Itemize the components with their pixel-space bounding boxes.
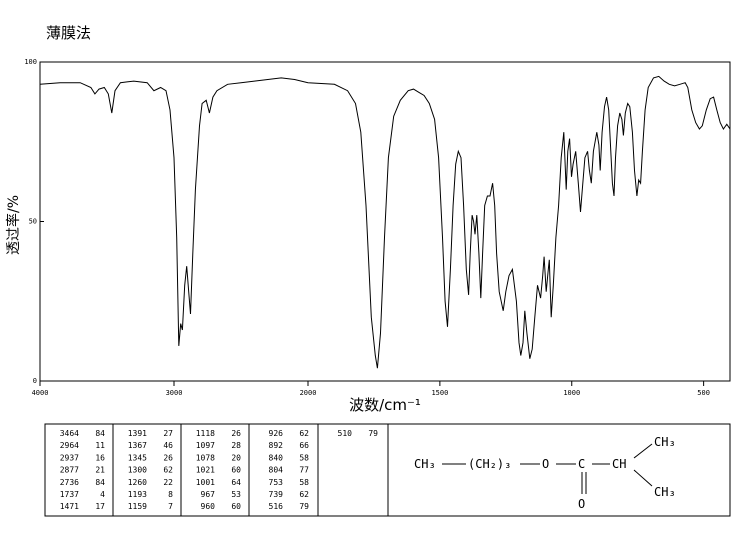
x-axis-label: 波数/cm⁻¹	[349, 396, 421, 414]
y-axis-label: 透过率/%	[5, 195, 22, 255]
peak-transmittance: 62	[299, 429, 309, 438]
structure-label: CH₃	[654, 435, 676, 449]
peak-transmittance: 16	[95, 453, 105, 462]
peak-wavenumber: 3464	[60, 429, 79, 438]
peak-transmittance: 79	[299, 502, 309, 511]
peak-transmittance: 26	[231, 429, 241, 438]
structure-label: CH₃	[414, 457, 436, 471]
peak-transmittance: 46	[163, 441, 173, 450]
peak-transmittance: 27	[163, 429, 173, 438]
peak-transmittance: 66	[299, 441, 309, 450]
peak-transmittance: 58	[299, 478, 309, 487]
peak-wavenumber: 1367	[128, 441, 147, 450]
peak-transmittance: 64	[231, 478, 241, 487]
chart-title: 薄膜法	[46, 24, 91, 42]
table-dividers	[112, 424, 389, 516]
structure-label: C	[578, 457, 585, 471]
peak-wavenumber: 1001	[196, 478, 215, 487]
x-tick-label: 4000	[32, 389, 49, 397]
peak-wavenumber: 1737	[60, 490, 79, 499]
peak-wavenumber: 804	[269, 466, 284, 475]
peak-wavenumber: 510	[338, 429, 353, 438]
peak-wavenumber: 960	[201, 502, 216, 511]
x-tick-label: 500	[697, 389, 710, 397]
x-tick-label: 3000	[166, 389, 183, 397]
peak-transmittance: 62	[163, 466, 173, 475]
peak-wavenumber: 2964	[60, 441, 79, 450]
peak-wavenumber: 892	[269, 441, 284, 450]
x-tick-label: 2000	[300, 389, 317, 397]
structure-label: CH	[612, 457, 626, 471]
peak-transmittance: 17	[95, 502, 105, 511]
peak-wavenumber: 967	[201, 490, 216, 499]
peak-transmittance: 20	[231, 453, 241, 462]
peak-wavenumber: 1345	[128, 453, 147, 462]
peak-wavenumber: 1193	[128, 490, 147, 499]
peak-transmittance: 21	[95, 466, 105, 475]
peak-wavenumber: 1391	[128, 429, 147, 438]
peak-transmittance: 84	[95, 478, 105, 487]
peak-transmittance: 4	[100, 490, 105, 499]
peak-transmittance: 77	[299, 466, 309, 475]
peak-transmittance: 53	[231, 490, 241, 499]
spectrum-line	[39, 75, 731, 369]
structure-label: O	[542, 457, 549, 471]
peak-wavenumber: 1021	[196, 466, 215, 475]
peak-transmittance: 22	[163, 478, 173, 487]
peak-transmittance: 62	[299, 490, 309, 499]
peak-wavenumber: 1260	[128, 478, 147, 487]
peak-wavenumber: 926	[269, 429, 284, 438]
peak-wavenumber: 2937	[60, 453, 79, 462]
peak-wavenumber: 516	[269, 502, 284, 511]
peak-wavenumber: 753	[269, 478, 284, 487]
peak-transmittance: 60	[231, 466, 241, 475]
y-tick-label: 50	[29, 218, 37, 226]
peak-wavenumber: 739	[269, 490, 284, 499]
peak-wavenumber: 1300	[128, 466, 147, 475]
peak-transmittance: 79	[368, 429, 378, 438]
peak-transmittance: 84	[95, 429, 105, 438]
y-tick-label: 100	[24, 58, 37, 66]
x-tick-label: 1500	[431, 389, 448, 397]
peak-transmittance: 8	[168, 490, 173, 499]
peak-wavenumber: 2877	[60, 466, 79, 475]
x-tick-label: 1000	[563, 389, 580, 397]
structure-label: (CH₂)₃	[468, 457, 511, 471]
structure-label: CH₃	[654, 485, 676, 499]
peak-transmittance: 7	[168, 502, 173, 511]
peak-wavenumber: 1159	[128, 502, 147, 511]
peak-transmittance: 60	[231, 502, 241, 511]
peak-transmittance: 11	[95, 441, 105, 450]
y-tick-label: 0	[33, 377, 37, 385]
peak-transmittance: 58	[299, 453, 309, 462]
peak-wavenumber: 840	[269, 453, 284, 462]
bond	[633, 443, 653, 459]
peak-wavenumber: 2736	[60, 478, 79, 487]
peak-wavenumber: 1471	[60, 502, 79, 511]
peak-wavenumber: 1097	[196, 441, 215, 450]
peak-wavenumber: 1118	[196, 429, 215, 438]
peak-transmittance: 26	[163, 453, 173, 462]
structure-label: O	[578, 497, 585, 511]
peak-transmittance: 28	[231, 441, 241, 450]
bond	[633, 469, 653, 487]
peak-wavenumber: 1078	[196, 453, 215, 462]
bonds	[442, 443, 653, 494]
